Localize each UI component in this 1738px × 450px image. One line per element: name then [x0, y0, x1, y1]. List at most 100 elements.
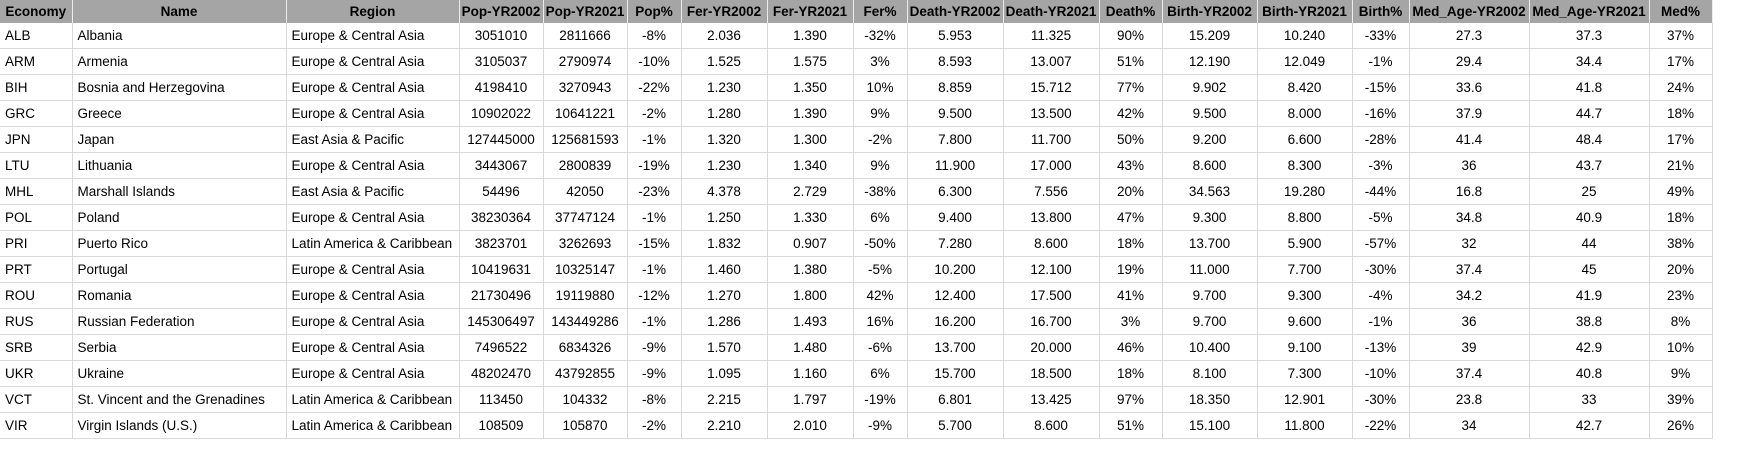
cell-economy[interactable]: VIR [0, 412, 73, 439]
cell-medAge2002[interactable]: 36 [1409, 152, 1530, 179]
cell-pop2021[interactable]: 10641221 [543, 100, 628, 127]
cell-ferPct[interactable]: 16% [853, 308, 908, 335]
cell-ferPct[interactable]: -50% [853, 230, 908, 257]
cell-fer2021[interactable]: 1.390 [767, 23, 854, 49]
cell-pop2002[interactable]: 4198410 [459, 74, 544, 101]
cell-popPct[interactable]: -2% [627, 100, 682, 127]
cell-name[interactable]: St. Vincent and the Grenadines [72, 386, 287, 413]
cell-death2021[interactable]: 11.700 [1003, 126, 1100, 153]
cell-death2002[interactable]: 8.593 [907, 48, 1004, 75]
cell-death2021[interactable]: 12.100 [1003, 256, 1100, 283]
cell-death2021[interactable]: 8.600 [1003, 412, 1100, 439]
column-header-name[interactable]: Name [72, 0, 287, 23]
cell-ferPct[interactable]: 6% [853, 360, 908, 387]
cell-pop2002[interactable]: 3051010 [459, 23, 544, 49]
cell-birthPct[interactable]: -44% [1352, 178, 1410, 205]
cell-fer2002[interactable]: 1.570 [681, 334, 768, 361]
cell-medAge2002[interactable]: 37.9 [1409, 100, 1530, 127]
cell-medPct[interactable]: 8% [1649, 308, 1713, 335]
cell-fer2002[interactable]: 1.525 [681, 48, 768, 75]
cell-pop2021[interactable]: 2790974 [543, 48, 628, 75]
column-header-region[interactable]: Region [286, 0, 460, 23]
column-header-pop2002[interactable]: Pop-YR2002 [459, 0, 544, 23]
cell-fer2021[interactable]: 1.480 [767, 334, 854, 361]
cell-birthPct[interactable]: -1% [1352, 308, 1410, 335]
cell-region[interactable]: Europe & Central Asia [286, 48, 460, 75]
column-header-popPct[interactable]: Pop% [627, 0, 682, 23]
cell-medPct[interactable]: 23% [1649, 282, 1713, 309]
cell-death2002[interactable]: 13.700 [907, 334, 1004, 361]
cell-pop2021[interactable]: 2811666 [543, 23, 628, 49]
cell-region[interactable]: Latin America & Caribbean [286, 386, 460, 413]
cell-pop2002[interactable]: 108509 [459, 412, 544, 439]
cell-death2021[interactable]: 17.000 [1003, 152, 1100, 179]
cell-birth2021[interactable]: 8.000 [1257, 100, 1353, 127]
cell-fer2002[interactable]: 2.036 [681, 23, 768, 49]
cell-birthPct[interactable]: -22% [1352, 412, 1410, 439]
cell-fer2002[interactable]: 2.210 [681, 412, 768, 439]
cell-pop2021[interactable]: 3270943 [543, 74, 628, 101]
cell-fer2021[interactable]: 1.390 [767, 100, 854, 127]
cell-economy[interactable]: JPN [0, 126, 73, 153]
cell-birthPct[interactable]: -16% [1352, 100, 1410, 127]
cell-death2002[interactable]: 10.200 [907, 256, 1004, 283]
cell-medPct[interactable]: 24% [1649, 74, 1713, 101]
column-header-fer2002[interactable]: Fer-YR2002 [681, 0, 768, 23]
cell-medAge2002[interactable]: 34 [1409, 412, 1530, 439]
cell-birth2002[interactable]: 9.500 [1162, 100, 1258, 127]
cell-ferPct[interactable]: 9% [853, 100, 908, 127]
cell-pop2002[interactable]: 3443067 [459, 152, 544, 179]
column-header-birthPct[interactable]: Birth% [1352, 0, 1410, 23]
column-header-medAge2021[interactable]: Med_Age-YR2021 [1529, 0, 1650, 23]
cell-popPct[interactable]: -1% [627, 256, 682, 283]
cell-name[interactable]: Greece [72, 100, 287, 127]
cell-name[interactable]: Armenia [72, 48, 287, 75]
cell-medAge2021[interactable]: 40.8 [1529, 360, 1650, 387]
cell-fer2002[interactable]: 4.378 [681, 178, 768, 205]
cell-region[interactable]: Latin America & Caribbean [286, 412, 460, 439]
cell-medAge2021[interactable]: 33 [1529, 386, 1650, 413]
cell-medAge2021[interactable]: 41.9 [1529, 282, 1650, 309]
cell-pop2002[interactable]: 38230364 [459, 204, 544, 231]
cell-birthPct[interactable]: -1% [1352, 48, 1410, 75]
cell-deathPct[interactable]: 46% [1099, 334, 1163, 361]
cell-birthPct[interactable]: -13% [1352, 334, 1410, 361]
column-header-medPct[interactable]: Med% [1649, 0, 1713, 23]
cell-medAge2021[interactable]: 43.7 [1529, 152, 1650, 179]
cell-pop2021[interactable]: 125681593 [543, 126, 628, 153]
cell-deathPct[interactable]: 42% [1099, 100, 1163, 127]
cell-birth2002[interactable]: 15.209 [1162, 23, 1258, 49]
cell-medPct[interactable]: 21% [1649, 152, 1713, 179]
cell-fer2021[interactable]: 2.010 [767, 412, 854, 439]
cell-deathPct[interactable]: 43% [1099, 152, 1163, 179]
cell-economy[interactable]: POL [0, 204, 73, 231]
cell-death2021[interactable]: 15.712 [1003, 74, 1100, 101]
cell-fer2021[interactable]: 1.160 [767, 360, 854, 387]
cell-name[interactable]: Bosnia and Herzegovina [72, 74, 287, 101]
cell-medAge2021[interactable]: 40.9 [1529, 204, 1650, 231]
cell-region[interactable]: Europe & Central Asia [286, 100, 460, 127]
cell-pop2021[interactable]: 37747124 [543, 204, 628, 231]
cell-medAge2002[interactable]: 32 [1409, 230, 1530, 257]
column-header-death2021[interactable]: Death-YR2021 [1003, 0, 1100, 23]
cell-popPct[interactable]: -19% [627, 152, 682, 179]
cell-birth2021[interactable]: 6.600 [1257, 126, 1353, 153]
cell-fer2021[interactable]: 1.340 [767, 152, 854, 179]
cell-ferPct[interactable]: -2% [853, 126, 908, 153]
cell-pop2021[interactable]: 42050 [543, 178, 628, 205]
cell-death2021[interactable]: 8.600 [1003, 230, 1100, 257]
cell-death2002[interactable]: 5.953 [907, 23, 1004, 49]
cell-medAge2002[interactable]: 37.4 [1409, 360, 1530, 387]
cell-name[interactable]: Marshall Islands [72, 178, 287, 205]
cell-birth2002[interactable]: 9.902 [1162, 74, 1258, 101]
cell-deathPct[interactable]: 20% [1099, 178, 1163, 205]
cell-economy[interactable]: ROU [0, 282, 73, 309]
cell-fer2002[interactable]: 1.270 [681, 282, 768, 309]
cell-medAge2021[interactable]: 41.8 [1529, 74, 1650, 101]
cell-ferPct[interactable]: 9% [853, 152, 908, 179]
cell-popPct[interactable]: -15% [627, 230, 682, 257]
cell-popPct[interactable]: -2% [627, 412, 682, 439]
cell-fer2002[interactable]: 1.832 [681, 230, 768, 257]
cell-birthPct[interactable]: -57% [1352, 230, 1410, 257]
cell-ferPct[interactable]: -5% [853, 256, 908, 283]
